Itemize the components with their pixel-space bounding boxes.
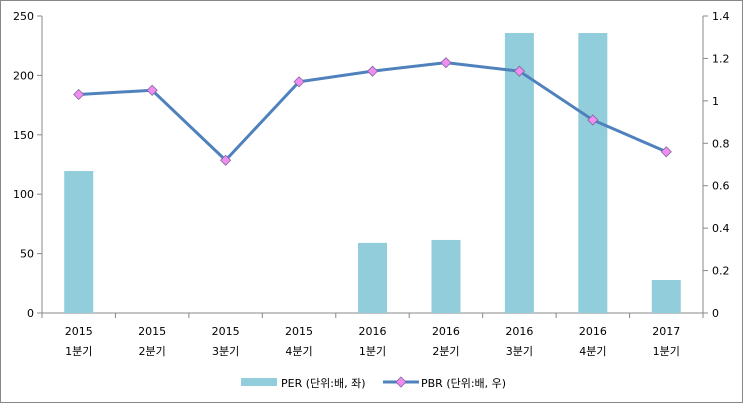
x-tick-label-year: 2017 (652, 325, 680, 338)
bar-per (651, 279, 681, 313)
x-tick-label-year: 2015 (212, 325, 240, 338)
marker-pbr (366, 65, 379, 77)
right-tick-label: 1.4 (712, 10, 730, 23)
x-tick-label-quarter: 2분기 (432, 345, 459, 358)
left-tick-label: 150 (13, 129, 34, 142)
marker-pbr (73, 88, 85, 101)
x-tick-label-quarter: 4분기 (285, 345, 312, 358)
x-tick-label-year: 2015 (65, 325, 93, 338)
marker-pbr (146, 84, 158, 96)
left-tick-label: 250 (13, 10, 34, 23)
left-tick-label: 200 (13, 69, 34, 82)
bar-per (578, 32, 608, 313)
bar-per (431, 239, 461, 313)
legend-marker-pbr (395, 376, 407, 388)
x-tick-label-year: 2015 (138, 325, 166, 338)
line-pbr (78, 61, 667, 163)
x-tick-label-year: 2016 (579, 325, 607, 338)
marker-pbr (587, 114, 599, 126)
x-tick-label-year: 2016 (505, 325, 533, 338)
x-tick-label-year: 2016 (359, 325, 387, 338)
marker-pbr (660, 146, 672, 158)
x-tick-label-quarter: 3분기 (212, 345, 239, 358)
legend-swatch-per (241, 378, 277, 386)
left-tick-label: 0 (27, 307, 34, 320)
marker-pbr (440, 57, 452, 69)
x-tick-label-quarter: 3분기 (506, 345, 533, 358)
bar-per (358, 242, 387, 313)
right-tick-label: 0.8 (712, 137, 730, 150)
legend-label-pbr: PBR (단위:배, 우) (421, 377, 506, 390)
bar-per (504, 32, 534, 313)
x-tick-label-year: 2015 (285, 325, 313, 338)
right-tick-label: 0.6 (712, 180, 730, 193)
marker-pbr (220, 154, 232, 166)
x-tick-label-quarter: 1분기 (65, 345, 92, 358)
x-tick-label-quarter: 1분기 (359, 345, 386, 358)
x-tick-label-quarter: 1분기 (653, 345, 680, 358)
right-tick-label: 1.2 (712, 52, 730, 65)
marker-pbr (513, 65, 525, 77)
right-tick-label: 1 (712, 95, 719, 108)
right-tick-label: 0.4 (712, 222, 730, 235)
left-tick-label: 100 (13, 188, 34, 201)
left-tick-label: 50 (20, 248, 34, 261)
x-tick-label-quarter: 2분기 (139, 345, 166, 358)
x-tick-label-year: 2016 (432, 325, 460, 338)
marker-pbr (293, 76, 305, 88)
right-tick-label: 0.2 (712, 265, 730, 278)
legend-label-per: PER (단위:배, 좌) (281, 377, 366, 390)
x-tick-label-quarter: 4분기 (579, 345, 606, 358)
right-tick-label: 0 (712, 307, 719, 320)
bar-per (64, 171, 94, 313)
